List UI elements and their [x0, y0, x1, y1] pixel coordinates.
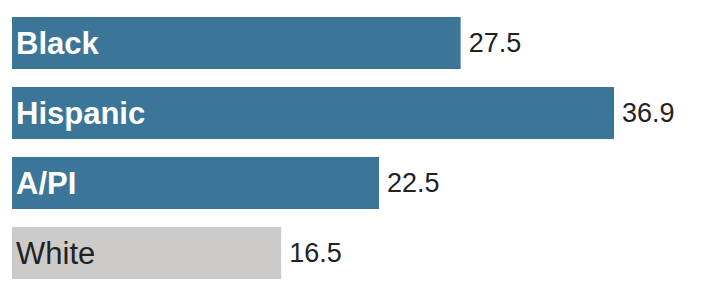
- svg-text:16.5: 16.5: [289, 238, 342, 268]
- svg-text:27.5: 27.5: [469, 28, 522, 58]
- svg-text:36.9: 36.9: [622, 98, 675, 128]
- svg-text:White: White: [16, 236, 95, 271]
- svg-text:A/PI: A/PI: [16, 166, 76, 201]
- svg-text:Hispanic: Hispanic: [16, 96, 145, 131]
- svg-text:22.5: 22.5: [387, 168, 440, 198]
- svg-text:Black: Black: [16, 26, 99, 61]
